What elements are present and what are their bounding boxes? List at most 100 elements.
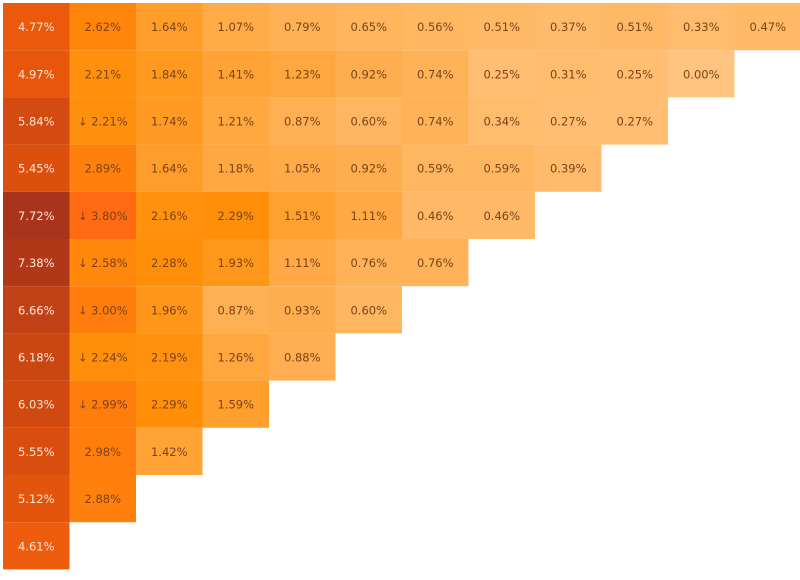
cell	[202, 3, 269, 51]
cell-label: 0.39%	[550, 162, 587, 176]
cell	[269, 333, 336, 381]
cell-label: ↓ 2.99%	[78, 398, 128, 412]
cell-label: 0.27%	[550, 115, 587, 129]
cell-label: 0.60%	[350, 115, 387, 129]
cell	[269, 286, 336, 334]
cell-label: 4.77%	[18, 20, 55, 34]
cell-label: 0.87%	[284, 115, 321, 129]
cell-label: 1.26%	[217, 351, 254, 365]
cell	[535, 50, 602, 98]
cell	[69, 333, 136, 381]
cell-label: 0.59%	[483, 162, 520, 176]
cell-label: 0.88%	[284, 351, 321, 365]
cell-label: 0.33%	[683, 20, 720, 34]
cell-label: 1.23%	[284, 67, 321, 81]
cell	[3, 380, 70, 428]
cell	[402, 50, 469, 98]
cell	[69, 50, 136, 98]
cell	[202, 144, 269, 192]
cell-label: ↓ 3.00%	[78, 303, 128, 317]
cell	[69, 144, 136, 192]
cell-label: 2.89%	[84, 162, 121, 176]
cell	[202, 97, 269, 145]
cell-label: 1.11%	[284, 256, 321, 270]
cell	[269, 3, 336, 51]
cell	[136, 427, 203, 475]
cell	[136, 239, 203, 287]
cell-label: 7.38%	[18, 256, 55, 270]
cell	[69, 239, 136, 287]
cell-label: 2.98%	[84, 445, 121, 459]
cell-label: 0.46%	[417, 209, 454, 223]
cell	[402, 239, 469, 287]
cell	[601, 3, 668, 51]
cell-label: 1.93%	[217, 256, 254, 270]
cell	[202, 286, 269, 334]
cell	[3, 144, 70, 192]
cell	[136, 50, 203, 98]
cell-label: 0.51%	[616, 20, 653, 34]
cell	[3, 286, 70, 334]
cell-label: 1.74%	[151, 115, 188, 129]
cell-label: 0.59%	[417, 162, 454, 176]
cell-label: 1.64%	[151, 162, 188, 176]
cell-label: 1.05%	[284, 162, 321, 176]
cell	[601, 50, 668, 98]
cell-label: 0.74%	[417, 67, 454, 81]
cell-label: 0.00%	[683, 67, 720, 81]
cell-label: 4.61%	[18, 539, 55, 553]
cell-label: 2.29%	[151, 398, 188, 412]
cell	[136, 191, 203, 239]
cell	[402, 144, 469, 192]
cell	[335, 286, 402, 334]
cell	[136, 97, 203, 145]
cell	[69, 286, 136, 334]
cell	[535, 97, 602, 145]
cell-label: 0.31%	[550, 67, 587, 81]
cell	[202, 191, 269, 239]
cell-label: 1.59%	[217, 398, 254, 412]
cell	[3, 50, 70, 98]
cell-label: ↓ 2.21%	[78, 115, 128, 129]
cell	[269, 191, 336, 239]
cell	[69, 380, 136, 428]
cell-label: 1.64%	[151, 20, 188, 34]
cell-label: 0.37%	[550, 20, 587, 34]
cell	[69, 3, 136, 51]
cell-label: 5.84%	[18, 115, 55, 129]
cell	[269, 97, 336, 145]
cell-label: 0.76%	[350, 256, 387, 270]
cell	[202, 239, 269, 287]
cell-label: 0.79%	[284, 20, 321, 34]
cell-label: 0.60%	[350, 303, 387, 317]
cell-label: 6.66%	[18, 303, 55, 317]
cell-label: 0.56%	[417, 20, 454, 34]
cell	[468, 50, 535, 98]
cell-label: 0.25%	[483, 67, 520, 81]
cell	[535, 3, 602, 51]
cell	[202, 333, 269, 381]
cell-label: 1.84%	[151, 67, 188, 81]
cell	[468, 191, 535, 239]
cell	[69, 475, 136, 523]
cell	[202, 50, 269, 98]
cell	[402, 3, 469, 51]
cell	[402, 97, 469, 145]
cell	[734, 3, 800, 51]
cell-label: 1.42%	[151, 445, 188, 459]
cell	[269, 144, 336, 192]
cell-label: 1.41%	[217, 67, 254, 81]
cell	[69, 191, 136, 239]
cell	[335, 144, 402, 192]
cell-label: 1.07%	[217, 20, 254, 34]
cell	[335, 239, 402, 287]
cell-label: 0.51%	[483, 20, 520, 34]
cell-label: ↓ 3.80%	[78, 209, 128, 223]
cell-label: 0.27%	[616, 115, 653, 129]
cell-label: 0.46%	[483, 209, 520, 223]
cell	[136, 3, 203, 51]
cell	[269, 239, 336, 287]
cell	[3, 427, 70, 475]
